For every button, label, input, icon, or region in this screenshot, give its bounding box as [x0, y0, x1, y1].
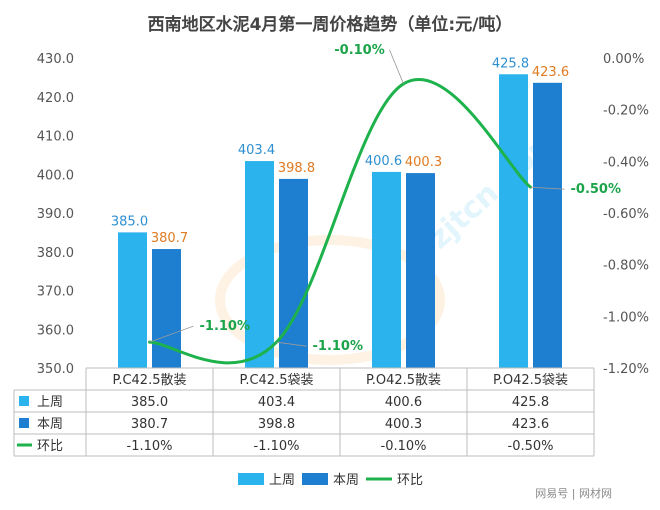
line-label-leader	[276, 341, 307, 347]
bar-data-label: 400.6	[365, 154, 402, 169]
bar-last-week	[499, 74, 528, 369]
left-tick-label: 410.0	[37, 130, 74, 145]
legend-label: 上周	[269, 473, 295, 488]
left-tick-label: 370.0	[37, 285, 74, 300]
left-axis: 430.0 420.0 410.0 400.0 390.0 380.0 370.0 360.0…	[37, 52, 74, 377]
left-tick-label: 390.0	[37, 207, 74, 222]
footer-separator: |	[572, 487, 579, 500]
line-change-series	[149, 78, 532, 365]
footer-right: 网材网	[579, 486, 612, 500]
bar-data-label: 425.8	[492, 56, 529, 71]
left-tick-label: 380.0	[37, 246, 74, 261]
right-tick-label: -0.80%	[603, 259, 649, 274]
line-data-label: -1.10%	[200, 319, 251, 334]
bar-this-week	[279, 178, 308, 368]
left-tick-label: 360.0	[37, 323, 74, 338]
bar-data-label: 400.3	[405, 155, 442, 170]
table-cell: 423.6	[512, 417, 549, 432]
right-axis: 0.00% -0.20% -0.40% -0.60% -0.80% -1.00% -1.20…	[603, 52, 649, 377]
line-layer: -1.10% -1.10% -0.10% -0.50%	[148, 43, 622, 365]
table-row-label: 本周	[37, 417, 63, 432]
left-tick-label: 400.0	[37, 168, 74, 183]
bar-data-label: 385.0	[111, 214, 148, 229]
x-category-label: P.C42.5袋装	[240, 373, 314, 388]
footer-left: 网易号	[535, 487, 568, 500]
table-cell: -1.10%	[254, 439, 300, 454]
legend-label: 环比	[397, 473, 423, 488]
x-category-label: P.O42.5袋装	[493, 373, 568, 388]
right-tick-label: -0.20%	[603, 104, 649, 119]
bar-last-week	[372, 171, 401, 368]
table-row-label: 环比	[37, 439, 63, 454]
table-cell: -0.10%	[381, 439, 427, 454]
bar-this-week	[152, 249, 181, 368]
right-tick-label: -1.20%	[603, 362, 649, 377]
table-cell: -0.50%	[508, 439, 554, 454]
line-label-leader	[530, 186, 565, 190]
bar-last-week	[245, 161, 274, 368]
legend-key	[238, 473, 264, 485]
table-cell: 385.0	[131, 395, 168, 410]
table-cell: 398.8	[258, 417, 295, 432]
table-legend-key	[19, 418, 29, 428]
table-cell: -1.10%	[127, 439, 173, 454]
legend-key	[302, 473, 328, 485]
left-tick-label: 350.0	[37, 362, 74, 377]
line-data-label: -0.10%	[334, 43, 385, 58]
chart-title: 西南地区水泥4月第一周价格趋势（单位:元/吨）	[148, 14, 513, 35]
x-category-label: P.C42.5散装	[113, 373, 187, 388]
table-legend-key	[19, 396, 29, 406]
line-data-label: -0.50%	[571, 182, 622, 197]
bar-this-week	[533, 82, 562, 369]
bar-data-label: 423.6	[532, 65, 569, 80]
table-cell: 400.6	[385, 395, 422, 410]
bar-data-label: 398.8	[278, 161, 315, 176]
legend: 上周 本周 环比	[238, 473, 423, 488]
x-category-label: P.O42.5散装	[366, 373, 441, 388]
bar-data-label: 380.7	[151, 231, 188, 246]
left-tick-label: 420.0	[37, 91, 74, 106]
bar-layer: 385.0 403.4 400.6 425.8 380.7 398.8 400.3 423.6	[111, 56, 569, 369]
table-cell: 425.8	[512, 395, 549, 410]
bar-last-week	[118, 232, 147, 368]
table-row-label: 上周	[37, 395, 63, 410]
table-cell: 400.3	[385, 417, 422, 432]
table-cell: 403.4	[258, 395, 295, 410]
table-cell: 380.7	[131, 417, 168, 432]
bar-this-week	[406, 173, 435, 368]
legend-label: 本周	[333, 473, 359, 488]
line-label-leader	[389, 49, 404, 84]
bar-data-label: 403.4	[238, 143, 275, 158]
left-tick-label: 430.0	[37, 52, 74, 67]
line-data-label: -1.10%	[313, 339, 364, 354]
line-label-leader	[149, 325, 194, 343]
right-tick-label: 0.00%	[603, 52, 644, 67]
footer-source: 网易号 | 网材网	[535, 486, 612, 500]
right-tick-label: -0.60%	[603, 207, 649, 222]
right-tick-label: -1.00%	[603, 310, 649, 325]
right-tick-label: -0.40%	[603, 155, 649, 170]
